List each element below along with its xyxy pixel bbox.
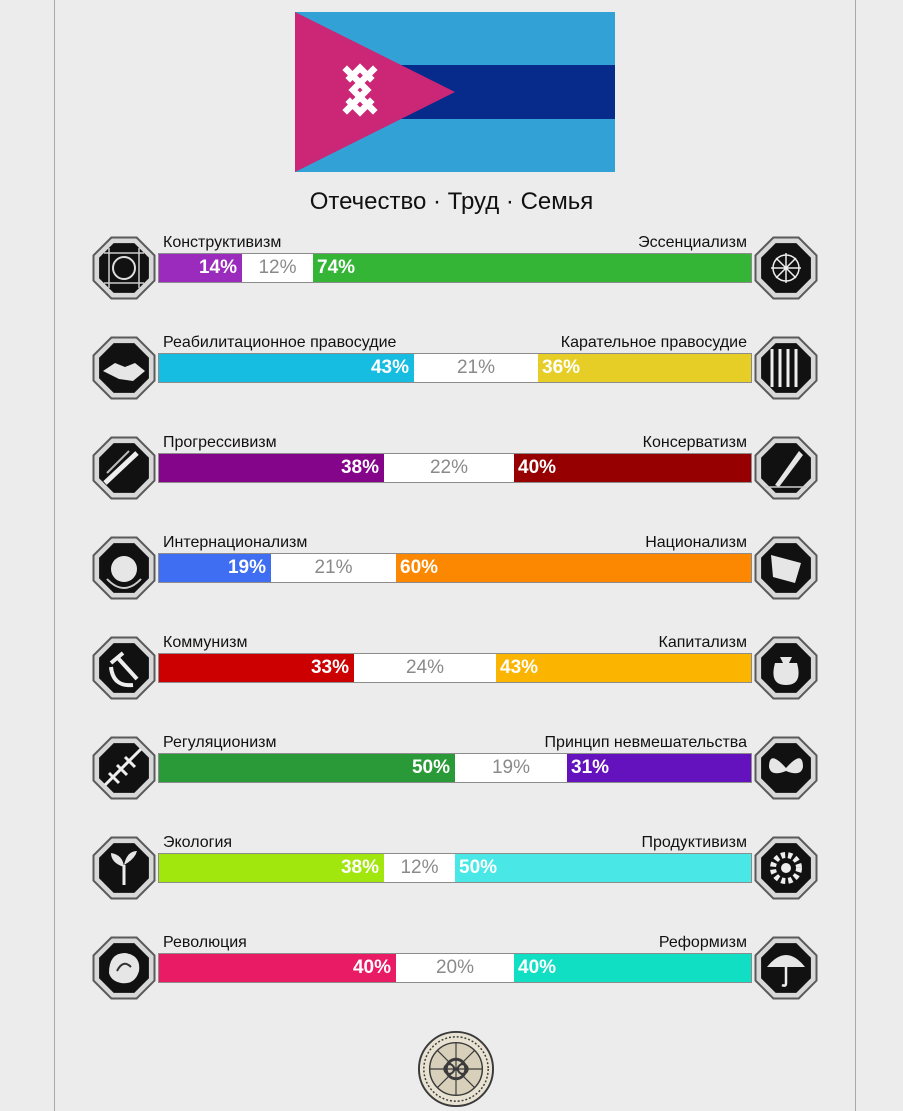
axis-left-label: Коммунизм: [163, 634, 248, 651]
axis-right-label: Эссенциализм: [638, 234, 747, 251]
axis-center-value: 21%: [414, 354, 538, 382]
axis-right-label: Принцип невмешательства: [544, 734, 747, 751]
seal-icon: [417, 1030, 495, 1108]
axis-left-label: Регуляционизм: [163, 734, 277, 751]
axis-bar: 40% 20% 40%: [158, 953, 752, 983]
axis-row: Интернационализм Национализм 19% 21% 60%: [0, 533, 903, 633]
axis-right-value: 50%: [455, 854, 751, 882]
axis-center-value: 22%: [384, 454, 514, 482]
axis-center-value: 12%: [384, 854, 455, 882]
axis-right-label: Капитализм: [658, 634, 747, 651]
prison-bars-icon: [751, 333, 821, 403]
axis-left-label: Прогрессивизм: [163, 434, 277, 451]
axis-left-value: 19%: [159, 554, 271, 582]
axis-right-label: Реформизм: [658, 934, 747, 951]
axis-left-label: Реабилитационное правосудие: [163, 334, 397, 351]
axis-left-label: Экология: [163, 834, 233, 851]
crossed-chevrons-icon: [342, 63, 378, 117]
butterfly-icon: [751, 733, 821, 803]
axis-bar: 43% 21% 36%: [158, 353, 752, 383]
axis-row: Революция Реформизм 40% 20% 40%: [0, 933, 903, 1033]
axis-left-value: 14%: [159, 254, 242, 282]
globe-icon: [89, 533, 159, 603]
axis-left-label: Революция: [163, 934, 247, 951]
axis-right-label: Карательное правосудие: [560, 334, 747, 351]
axis-left-value: 38%: [159, 854, 384, 882]
axis-center-value: 19%: [455, 754, 567, 782]
axis-center-value: 12%: [242, 254, 313, 282]
axis-row: Регуляционизм Принцип невмешательства 50% 1…: [0, 733, 903, 833]
axis-row: Экология Продуктивизм 38% 12% 50%: [0, 833, 903, 933]
axis-right-value: 40%: [514, 454, 751, 482]
axis-right-value: 40%: [514, 954, 751, 982]
handshake-icon: [89, 333, 159, 403]
axis-bar: 19% 21% 60%: [158, 553, 752, 583]
axis-center-value: 20%: [396, 954, 514, 982]
axis-row: Прогрессивизм Консерватизм 38% 22% 40%: [0, 433, 903, 533]
axis-right-value: 43%: [496, 654, 751, 682]
quill-icon: [751, 433, 821, 503]
axis-left-value: 33%: [159, 654, 354, 682]
axis-bar: 14% 12% 74%: [158, 253, 752, 283]
axis-right-label: Консерватизм: [642, 434, 747, 451]
axis-right-value: 74%: [313, 254, 751, 282]
regulation-icon: [89, 733, 159, 803]
axis-row: Реабилитационное правосудие Карательное п…: [0, 333, 903, 433]
axis-bar: 33% 24% 43%: [158, 653, 752, 683]
flag: [295, 12, 615, 172]
axis-bar: 50% 19% 31%: [158, 753, 752, 783]
essentialism-icon: [751, 233, 821, 303]
axis-left-value: 43%: [159, 354, 414, 382]
axis-right-label: Национализм: [645, 534, 747, 551]
constructivism-icon: [89, 233, 159, 303]
rose-icon: [89, 933, 159, 1003]
axis-bar: 38% 22% 40%: [158, 453, 752, 483]
umbrella-icon: [751, 933, 821, 1003]
hammer-sickle-icon: [89, 633, 159, 703]
axis-left-label: Интернационализм: [163, 534, 308, 551]
axis-left-value: 50%: [159, 754, 455, 782]
axis-left-value: 40%: [159, 954, 396, 982]
progressivism-icon: [89, 433, 159, 503]
axis-right-value: 31%: [567, 754, 751, 782]
axis-right-label: Продуктивизм: [641, 834, 748, 851]
motto: Отечество · Труд · Семья: [309, 188, 594, 215]
axis-row: Конструктивизм Эссенциализм 14% 12% 74%: [0, 233, 903, 333]
axis-right-value: 36%: [538, 354, 751, 382]
gear-icon: [751, 833, 821, 903]
page-frame: [54, 0, 856, 1111]
axis-left-value: 38%: [159, 454, 384, 482]
flag-icon: [751, 533, 821, 603]
axis-center-value: 24%: [354, 654, 496, 682]
money-bag-icon: [751, 633, 821, 703]
axis-left-label: Конструктивизм: [163, 234, 282, 251]
axis-center-value: 21%: [271, 554, 396, 582]
axis-row: Коммунизм Капитализм 33% 24% 43%: [0, 633, 903, 733]
axis-bar: 38% 12% 50%: [158, 853, 752, 883]
axis-right-value: 60%: [396, 554, 751, 582]
sprout-icon: [89, 833, 159, 903]
